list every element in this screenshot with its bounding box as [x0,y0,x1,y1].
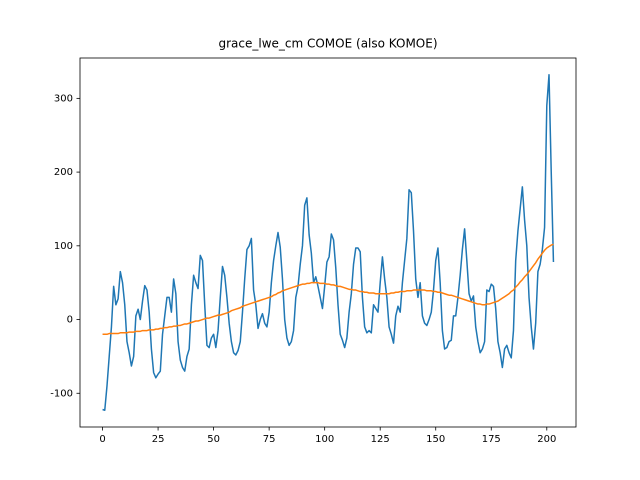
data-line [102,243,554,336]
x-tick-label: 50 [207,434,220,445]
x-tick-label: 175 [482,434,501,445]
y-tick-label: 300 [54,93,73,104]
x-tick-label: 100 [315,434,334,445]
chart-title: grace_lwe_cm COMOE (also KOMOE) [218,37,437,51]
data-line [102,74,555,411]
x-tick-label: 200 [537,434,556,445]
x-tick-label: 0 [99,434,105,445]
y-tick-label: -100 [50,388,73,399]
y-tick-label: 200 [54,167,73,178]
x-tick-label: 25 [152,434,165,445]
y-tick-label: 100 [54,241,73,252]
x-tick-label: 75 [263,434,276,445]
x-tick-label: 150 [426,434,445,445]
x-tick-label: 125 [371,434,390,445]
y-tick-label: 0 [67,315,73,326]
plot-frame [79,57,577,428]
